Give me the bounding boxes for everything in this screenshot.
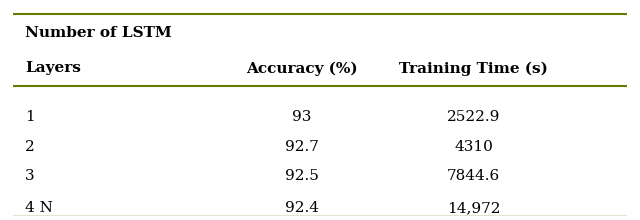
Text: 7844.6: 7844.6 (447, 169, 500, 183)
Text: Layers: Layers (25, 61, 81, 75)
Text: 92.5: 92.5 (285, 169, 319, 183)
Text: 2522.9: 2522.9 (447, 110, 500, 124)
Text: 4310: 4310 (454, 139, 493, 154)
Text: 2: 2 (25, 139, 35, 154)
Text: Accuracy (%): Accuracy (%) (246, 61, 357, 76)
Text: Number of LSTM: Number of LSTM (25, 26, 172, 40)
Text: 93: 93 (292, 110, 311, 124)
Text: 4 N: 4 N (25, 201, 53, 215)
Text: Training Time (s): Training Time (s) (399, 61, 548, 76)
Text: 1: 1 (25, 110, 35, 124)
Text: 92.7: 92.7 (285, 139, 319, 154)
Text: 92.4: 92.4 (285, 201, 319, 215)
Text: 3: 3 (25, 169, 35, 183)
Text: 14,972: 14,972 (447, 201, 500, 215)
